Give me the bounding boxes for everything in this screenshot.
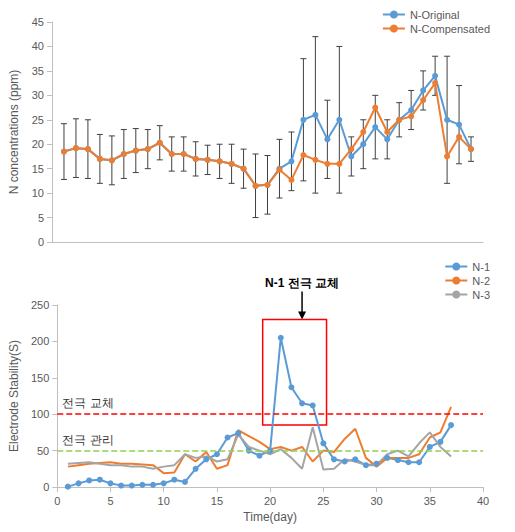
svg-text:N-3: N-3 bbox=[472, 289, 490, 301]
svg-text:35: 35 bbox=[424, 495, 436, 507]
svg-text:20: 20 bbox=[32, 138, 44, 150]
svg-text:40: 40 bbox=[32, 40, 44, 52]
svg-text:15: 15 bbox=[32, 163, 44, 175]
svg-text:N-2: N-2 bbox=[472, 275, 490, 287]
svg-text:N-1: N-1 bbox=[472, 261, 490, 273]
svg-text:150: 150 bbox=[31, 372, 49, 384]
svg-text:20: 20 bbox=[264, 495, 276, 507]
svg-text:N concentrations (ppm): N concentrations (ppm) bbox=[7, 70, 21, 195]
svg-text:5: 5 bbox=[38, 212, 44, 224]
svg-text:N-1 전극 교체: N-1 전극 교체 bbox=[265, 276, 339, 290]
svg-text:250: 250 bbox=[31, 299, 49, 311]
svg-text:200: 200 bbox=[31, 335, 49, 347]
svg-text:100: 100 bbox=[31, 408, 49, 420]
svg-text:N-Compensated: N-Compensated bbox=[410, 23, 490, 35]
svg-text:N-Original: N-Original bbox=[410, 9, 460, 21]
svg-text:50: 50 bbox=[37, 445, 49, 457]
svg-text:Electrode Stability(S): Electrode Stability(S) bbox=[7, 340, 21, 452]
svg-text:0: 0 bbox=[38, 236, 44, 248]
svg-text:30: 30 bbox=[370, 495, 382, 507]
svg-text:10: 10 bbox=[158, 495, 170, 507]
svg-text:전극 교체: 전극 교체 bbox=[62, 396, 113, 410]
svg-text:30: 30 bbox=[32, 89, 44, 101]
svg-text:10: 10 bbox=[32, 187, 44, 199]
svg-text:5: 5 bbox=[107, 495, 113, 507]
svg-text:0: 0 bbox=[54, 495, 60, 507]
svg-text:전극 관리: 전극 관리 bbox=[62, 433, 113, 447]
svg-text:15: 15 bbox=[211, 495, 223, 507]
svg-text:25: 25 bbox=[317, 495, 329, 507]
svg-text:0: 0 bbox=[43, 481, 49, 493]
svg-text:35: 35 bbox=[32, 65, 44, 77]
svg-text:25: 25 bbox=[32, 114, 44, 126]
svg-text:Time(day): Time(day) bbox=[243, 510, 297, 524]
svg-text:40: 40 bbox=[477, 495, 489, 507]
svg-text:45: 45 bbox=[32, 16, 44, 28]
